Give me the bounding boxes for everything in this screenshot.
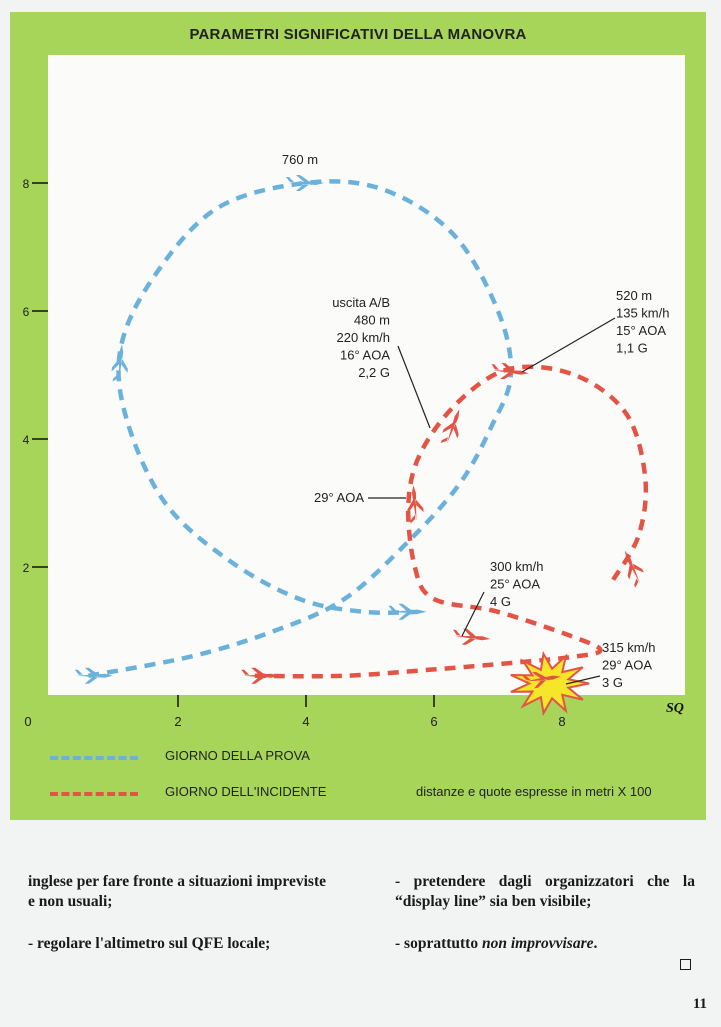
y-tick-label: 8 <box>23 177 30 191</box>
aircraft-red-start <box>241 667 280 684</box>
y-tick-label: 6 <box>23 305 30 319</box>
annotation-label: 29° AOA <box>314 490 364 505</box>
annotation-leader-line <box>461 591 485 637</box>
aircraft-icon <box>111 344 128 382</box>
legend-label-test-day: GIORNO DELLA PROVA <box>165 748 310 763</box>
annotation-label: 300 km/h <box>490 559 543 574</box>
x-tick-label: 4 <box>302 714 309 729</box>
annotation-label: 16° AOA <box>340 348 390 363</box>
impact-burst <box>510 650 590 717</box>
chart-annotations: 760 m uscita A/B 480 m 220 km/h 16° AOA 2,2 G… <box>282 152 670 690</box>
article-text: . <box>593 935 598 952</box>
annotation-label: 1,1 G <box>616 341 648 356</box>
chart-marks <box>74 175 644 717</box>
aircraft-icon <box>407 485 424 524</box>
maneuver-chart: 0 2 4 6 8 2 4 6 8 760 m uscita A/B 480 m 220 km/h 16… <box>23 55 685 729</box>
aircraft-icon <box>522 671 561 689</box>
annotation-label: 480 m <box>354 313 390 328</box>
annotation-leader-line <box>521 317 616 373</box>
aircraft-red-top <box>491 362 529 380</box>
annotation-label: 25° AOA <box>490 577 540 592</box>
figure-signature: SQ <box>666 701 684 716</box>
aircraft-blue-end <box>388 603 427 620</box>
aircraft-red-impact <box>522 671 561 689</box>
x-tick-label: 6 <box>430 714 437 729</box>
x-tick-label: 2 <box>174 714 181 729</box>
aircraft-blue-left <box>111 344 128 382</box>
article-paragraph: - regolare l'altimetro sul QFE locale; <box>28 935 271 952</box>
page-number: 11 <box>692 996 707 1012</box>
aircraft-icon <box>452 628 491 645</box>
annotation-label: uscita A/B <box>332 295 390 310</box>
annotation-label: 135 km/h <box>616 306 669 321</box>
article-paragraph: inglese per fare fronte a situazioni imp… <box>28 873 326 910</box>
aircraft-blue-top <box>286 175 324 191</box>
article-text: - soprattutto <box>395 935 482 952</box>
annotation-label: 520 m <box>616 288 652 303</box>
article-emphasis: non improvvisare <box>481 935 594 952</box>
aircraft-icon <box>286 175 324 191</box>
aircraft-icon <box>491 362 529 380</box>
aircraft-icon <box>624 550 644 588</box>
annotation-label: 4 G <box>490 594 511 609</box>
annotation-leader-line <box>565 675 601 685</box>
chart-series <box>87 179 649 679</box>
units-note: distanze e quote espresse in metri X 100 <box>416 784 652 799</box>
legend-swatch-incident-day <box>50 792 138 796</box>
y-tick-label: 4 <box>23 433 30 447</box>
y-tick-label: 2 <box>23 561 30 575</box>
aircraft-icon <box>74 667 113 684</box>
legend-swatch-test-day <box>50 756 138 760</box>
annotation-label: 315 km/h <box>602 640 655 655</box>
figure-title: PARAMETRI SIGNIFICATIVI DELLA MANOVRA <box>189 26 527 43</box>
x-tick-label: 8 <box>558 714 565 729</box>
annotation-label: 15° AOA <box>616 323 666 338</box>
annotation-label: 2,2 G <box>358 365 390 380</box>
annotation-label: 3 G <box>602 675 623 690</box>
annotation-leader-line <box>397 345 431 429</box>
annotation-label: 220 km/h <box>337 330 390 345</box>
aircraft-icon <box>388 603 427 620</box>
end-of-article-square <box>676 957 691 975</box>
legend-label-incident-day: GIORNO DELL'INCIDENTE <box>165 784 327 799</box>
x-tick-label: 0 <box>24 714 31 729</box>
article-paragraph: - soprattutto non improvvisare. <box>395 934 695 954</box>
aircraft-red-uscita <box>440 409 460 444</box>
aircraft-red-right <box>624 550 644 588</box>
series-line-incident-day <box>254 364 649 679</box>
article-paragraph: - pretendere dagli organizzatori che la … <box>395 873 695 910</box>
aircraft-icon <box>241 667 280 684</box>
aircraft-blue-start <box>74 667 113 684</box>
aircraft-red-bottom <box>452 628 491 645</box>
annotation-label: 760 m <box>282 152 318 167</box>
aircraft-red-29aoa <box>407 485 424 524</box>
aircraft-icon <box>440 409 460 444</box>
annotation-label: 29° AOA <box>602 658 652 673</box>
